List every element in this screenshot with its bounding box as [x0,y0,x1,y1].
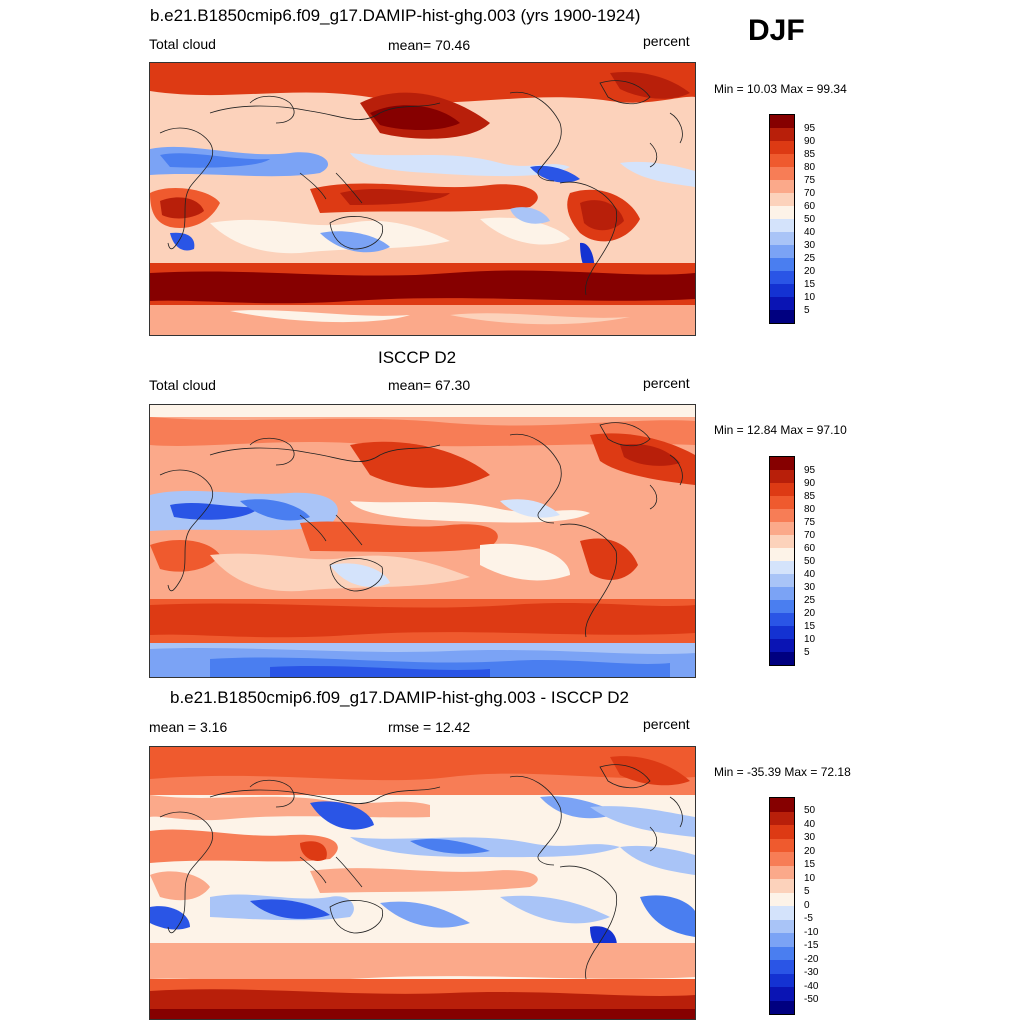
panel-units-label: percent [643,375,690,391]
colorbar-tick: 75 [804,517,816,528]
colorbar-isccp [769,456,795,666]
colorbar-difference [769,797,795,1015]
colorbar-tick: 90 [804,136,816,147]
colorbar-tick: 15 [804,279,816,290]
colorbar-tick: 40 [804,227,816,238]
panel-minmax: Min = -35.39 Max = 72.18 [714,765,851,779]
panel-minmax: Min = 12.84 Max = 97.10 [714,423,847,437]
colorbar-tick: 10 [804,634,816,645]
colorbar-tick: 30 [804,582,816,593]
colorbar-tick: 60 [804,201,816,212]
panel-mean-label: mean = 3.16 [149,719,228,735]
colorbar-model [769,114,795,324]
colorbar-tick: -40 [804,981,819,992]
colorbar-tick: 85 [804,149,816,160]
colorbar-tick: 90 [804,478,816,489]
colorbar-tick: -10 [804,927,819,938]
map-model-total-cloud [149,62,696,336]
panel-left-label: Total cloud [149,36,216,52]
colorbar-tick: 40 [804,569,816,580]
colorbar-tick: 10 [804,873,816,884]
panel-title: b.e21.B1850cmip6.f09_g17.DAMIP-hist-ghg.… [170,688,629,707]
colorbar-tick: -5 [804,913,813,924]
colorbar-tick: 40 [804,819,816,830]
colorbar-tick: 25 [804,253,816,264]
colorbar-tick: -15 [804,940,819,951]
colorbar-tick: 15 [804,621,816,632]
panel-title: ISCCP D2 [378,348,457,367]
panel-minmax: Min = 10.03 Max = 99.34 [714,82,847,96]
colorbar-tick: 10 [804,292,816,303]
colorbar-tick: 70 [804,188,816,199]
colorbar-tick: 30 [804,832,816,843]
colorbar-tick: 50 [804,556,816,567]
colorbar-tick: 25 [804,595,816,606]
map-isccp-total-cloud [149,404,696,678]
colorbar-tick: 5 [804,305,810,316]
colorbar-tick: 50 [804,805,816,816]
panel-units-label: percent [643,33,690,49]
colorbar-tick: 85 [804,491,816,502]
colorbar-tick: -50 [804,994,819,1005]
colorbar-tick: 70 [804,530,816,541]
panel-rmse-label: rmse = 12.42 [388,719,471,735]
colorbar-tick: -20 [804,954,819,965]
panel-mean-label: mean= 70.46 [388,37,471,53]
colorbar-tick: 20 [804,846,816,857]
map-difference-total-cloud [149,746,696,1020]
season-label: DJF [748,14,805,47]
colorbar-tick: 50 [804,214,816,225]
colorbar-tick: 15 [804,859,816,870]
colorbar-tick: 5 [804,647,810,658]
colorbar-tick: 20 [804,608,816,619]
colorbar-tick: 80 [804,162,816,173]
colorbar-tick: -30 [804,967,819,978]
colorbar-tick: 20 [804,266,816,277]
colorbar-tick: 80 [804,504,816,515]
colorbar-tick: 30 [804,240,816,251]
panel-mean-label: mean= 67.30 [388,377,471,393]
colorbar-tick: 75 [804,175,816,186]
colorbar-tick: 5 [804,886,810,897]
panel-left-label: Total cloud [149,377,216,393]
colorbar-tick: 0 [804,900,810,911]
colorbar-tick: 60 [804,543,816,554]
panel-units-label: percent [643,716,690,732]
panel-title: b.e21.B1850cmip6.f09_g17.DAMIP-hist-ghg.… [150,6,641,25]
colorbar-tick: 95 [804,123,816,134]
colorbar-tick: 95 [804,465,816,476]
